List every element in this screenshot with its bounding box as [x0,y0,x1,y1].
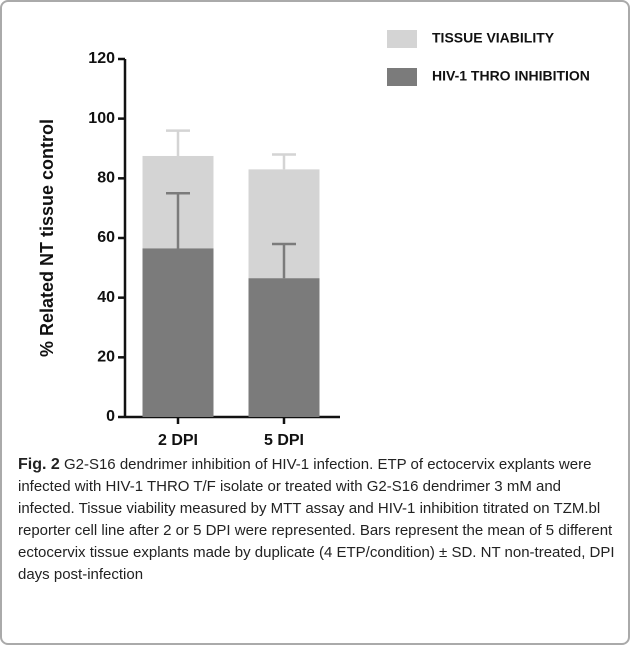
caption-label: Fig. 2 [18,456,60,473]
caption-text: G2-S16 dendrimer inhibition of HIV-1 inf… [18,456,615,583]
x-tick-label: 2 DPI [158,432,198,449]
legend-swatch [387,68,417,86]
bar [142,248,214,417]
y-axis-label: % Related NT tissue control [37,119,57,357]
chart: % Related NT tissue control 0 20 40 60 80 100… [37,30,590,450]
caption: Fig. 2 G2-S16 dendrimer inhibition of HI… [18,454,616,586]
error-bar [272,153,296,170]
x-tick-label: 5 DPI [264,432,304,449]
bar [248,278,320,417]
legend-label: HIV-1 THRO INHIBITION [432,68,590,84]
y-tick-label: 80 [97,170,115,187]
legend-swatch [387,30,417,48]
y-tick-label: 120 [88,50,115,67]
legend-label: TISSUE VIABILITY [432,30,555,46]
y-tick-label: 60 [97,229,115,246]
y-tick-label: 0 [106,408,115,425]
y-tick-label: 40 [97,289,115,306]
y-tick-label: 100 [88,110,115,127]
error-bar [272,242,296,279]
error-bar [166,129,190,156]
y-tick-label: 20 [97,349,115,366]
error-bar [166,192,190,249]
